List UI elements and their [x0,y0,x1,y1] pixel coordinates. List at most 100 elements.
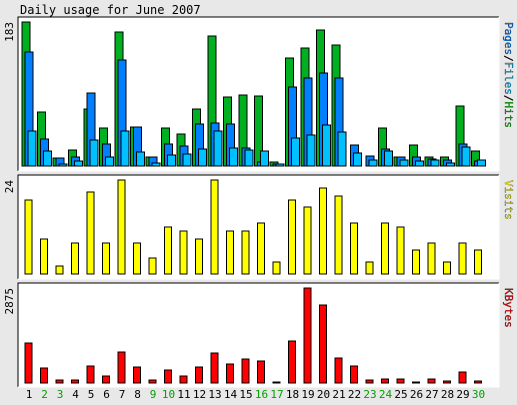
bar-kbytes-day-22 [350,365,358,384]
bar-pages-day-4 [74,160,83,167]
bar-pages-day-30 [477,159,486,167]
bar-pages-day-2 [43,150,52,167]
bar-visits-day-18 [288,199,296,275]
bar-pages-day-16 [260,150,269,167]
bar-visits-day-6 [102,242,110,275]
bar-pages-day-15 [244,149,254,167]
x-tick-label-day-9: 9 [150,388,157,401]
bar-pages-day-6 [105,156,114,167]
x-tick-label-day-6: 6 [103,388,110,401]
x-tick-label-day-16: 16 [255,388,268,401]
bar-visits-day-22 [350,222,358,275]
bar-kbytes-day-6 [102,375,110,384]
series-label-part: Files [502,62,515,95]
y-max-label-visits: 24 [3,180,16,194]
x-tick-label-day-18: 18 [286,388,299,401]
bar-kbytes-day-5 [86,365,95,384]
bar-visits-day-13 [210,179,219,275]
bar-pages-day-14 [229,147,238,167]
bar-pages-day-1 [27,130,37,167]
bar-pages-day-19 [306,134,316,167]
x-tick-label-day-12: 12 [193,388,206,401]
bar-kbytes-day-12 [195,366,203,384]
bar-kbytes-day-16 [257,360,265,384]
x-tick-label-day-23: 23 [363,388,376,401]
bar-pages-day-21 [337,131,347,167]
bar-pages-day-7 [120,130,130,167]
bar-kbytes-day-27 [427,378,436,384]
bar-pages-day-12 [198,148,207,167]
bar-pages-day-17 [275,163,285,167]
bar-kbytes-day-4 [71,379,79,384]
bar-pages-day-25 [399,159,409,167]
bar-pages-day-29 [461,146,471,167]
bar-visits-day-17 [272,261,281,275]
bar-pages-day-10 [167,154,176,167]
series-label-part: / [502,95,515,102]
panel-frame-light [18,175,500,280]
x-tick-label-day-29: 29 [456,388,469,401]
bar-pages-day-11 [182,153,192,167]
x-tick-label-day-7: 7 [119,388,126,401]
bar-visits-day-26 [412,249,420,275]
bar-kbytes-day-3 [55,379,64,384]
bar-pages-day-24 [384,150,393,167]
bar-kbytes-day-29 [458,371,467,384]
y-max-label-hits: 183 [3,22,16,42]
chart-title: Daily usage for June 2007 [20,3,201,17]
x-tick-label-day-24: 24 [379,388,393,401]
bar-visits-day-5 [86,191,95,275]
bar-visits-day-16 [257,222,265,275]
x-tick-label-day-10: 10 [162,388,175,401]
bar-visits-day-23 [365,261,374,275]
bar-kbytes-day-8 [133,366,141,384]
bar-visits-day-11 [179,230,188,275]
bar-kbytes-day-15 [241,358,250,384]
bar-pages-day-9 [151,162,161,167]
series-label-part: Visits [502,180,515,220]
bar-pages-day-26 [415,160,424,167]
bar-pages-day-18 [291,137,300,167]
panel-frame-dark [17,282,499,387]
bar-kbytes-day-23 [365,379,374,384]
x-tick-label-day-3: 3 [57,388,64,401]
bar-kbytes-day-24 [381,378,389,384]
x-tick-label-day-28: 28 [441,388,454,401]
bar-pages-day-28 [446,162,455,167]
series-label-visits: Visits [502,180,515,220]
bar-visits-day-27 [427,242,436,275]
series-label-hits: Pages/Files/Hits [502,22,515,128]
bar-visits-day-4 [71,242,79,275]
bar-kbytes-day-2 [40,367,48,384]
bar-visits-day-14 [226,230,234,275]
bar-kbytes-day-28 [443,380,451,384]
x-tick-label-day-17: 17 [270,388,283,401]
bar-pages-day-5 [89,139,99,167]
bar-visits-day-29 [458,242,467,275]
y-max-label-kbytes: 2875 [3,288,16,315]
bar-visits-day-3 [55,265,64,275]
panel-frames [17,16,500,388]
x-tick-label-day-5: 5 [88,388,95,401]
x-tick-label-day-4: 4 [72,388,79,401]
bar-pages-day-23 [368,159,378,167]
x-tick-label-day-27: 27 [425,388,438,401]
x-tick-label-day-26: 26 [410,388,423,401]
series-label-part: Hits [502,102,515,129]
bar-kbytes-day-11 [179,375,188,384]
bar-visits-day-7 [117,179,126,275]
x-axis-tick-labels: 1 2 3 4 5 6 7 8 9 10 11 12 13 14 15 16 17 18 19 20 21 22 23 24 2… [26,388,485,401]
x-tick-label-day-11: 11 [177,388,190,401]
bar-kbytes-day-18 [288,340,296,384]
x-tick-label-day-21: 21 [332,388,345,401]
bar-pages-day-13 [213,130,223,167]
x-tick-label-day-19: 19 [301,388,314,401]
panel-frame-dark [17,174,499,279]
bar-pages-day-20 [322,124,331,167]
bar-visits-day-2 [40,238,48,275]
bar-visits-day-8 [133,242,141,275]
bar-kbytes-day-19 [303,287,312,384]
